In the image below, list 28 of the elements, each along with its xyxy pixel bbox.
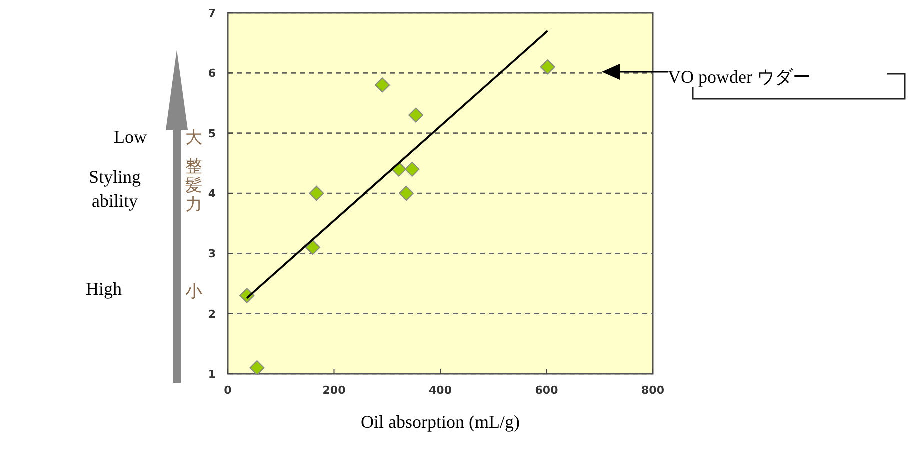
point	[404, 162, 420, 177]
point	[375, 78, 390, 93]
text: High	[86, 279, 122, 299]
text: Low	[114, 127, 147, 147]
y-tick-label: 6	[208, 67, 216, 80]
text: VO powder ウダー	[668, 67, 811, 87]
x-tick-label: 800	[642, 384, 665, 397]
y-tick-label: 4	[208, 188, 216, 200]
x-tick-label: 0	[224, 384, 232, 397]
point	[540, 60, 556, 75]
text: Styling ability	[88, 167, 142, 211]
point	[250, 360, 265, 376]
text: 整髪力	[186, 157, 202, 215]
y-tick-label: 7	[208, 7, 216, 20]
text: 大	[186, 128, 202, 148]
x-tick-label: 600	[535, 384, 559, 397]
point	[309, 186, 324, 201]
x-tick-label: 200	[322, 384, 346, 397]
y-tick-label: 3	[208, 248, 216, 261]
y-tick-label: 5	[208, 127, 216, 140]
x-axis-title: Oil absorption (mL/g)	[361, 412, 520, 432]
point	[306, 240, 320, 256]
text: 小	[186, 282, 202, 302]
y-tick-label: 1	[208, 368, 216, 381]
point	[399, 186, 414, 201]
x-tick-label: 400	[429, 384, 452, 397]
y-tick-label: 2	[208, 308, 216, 321]
point	[408, 108, 424, 123]
